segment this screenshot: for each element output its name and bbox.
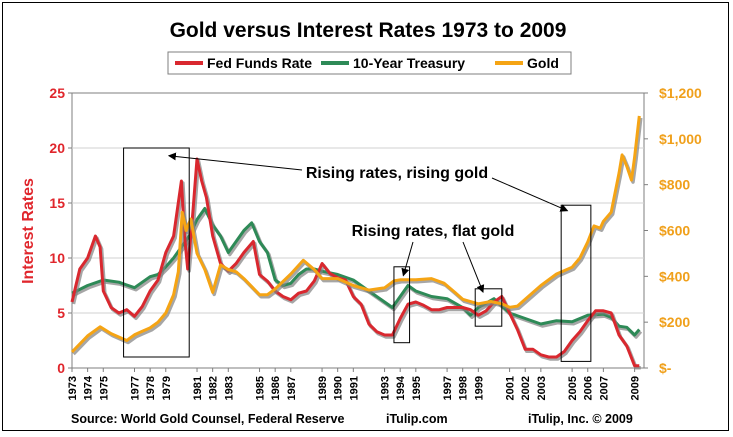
x-tick-label: 1983 bbox=[223, 376, 235, 400]
x-tick-label: 2006 bbox=[583, 376, 595, 400]
footer-copyright: iTulip, Inc. © 2009 bbox=[528, 412, 633, 426]
highlight-boxes bbox=[123, 147, 592, 362]
annotation-arrow bbox=[401, 241, 414, 277]
legend-label-10-year-treasury: 10-Year Treasury bbox=[353, 55, 465, 71]
x-tick-label: 1979 bbox=[161, 376, 173, 400]
x-tick-label: 1990 bbox=[333, 376, 345, 400]
highlight-box bbox=[123, 147, 190, 358]
x-tick-label: 1977 bbox=[130, 376, 142, 400]
right-tick-label: $400 bbox=[659, 268, 690, 284]
right-axis-ticks: $- $200 $400 $600 $800 $1,000 $1,200 bbox=[644, 85, 702, 376]
x-tick-label: 1982 bbox=[208, 376, 220, 400]
x-tick-label: 2007 bbox=[598, 376, 610, 400]
x-tick-label: 1998 bbox=[458, 376, 470, 400]
x-tick-label: 1974 bbox=[83, 375, 95, 400]
x-tick-label: 2002 bbox=[520, 376, 532, 400]
legend-label-fed-funds-rate: Fed Funds Rate bbox=[207, 55, 312, 71]
x-tick-label: 1994 bbox=[395, 375, 407, 400]
legend-label-gold: Gold bbox=[527, 55, 559, 71]
x-tick-label: 1987 bbox=[286, 376, 298, 400]
right-tick-label: $600 bbox=[659, 223, 690, 239]
highlight-box bbox=[474, 288, 503, 327]
y-axis-label: Interest Rates bbox=[20, 178, 37, 284]
x-tick-label: 1995 bbox=[411, 376, 423, 400]
x-tick-label: 1993 bbox=[380, 376, 392, 400]
annotation-flat-gold: Rising rates, flat gold bbox=[352, 223, 515, 240]
right-tick-label: $- bbox=[659, 360, 672, 376]
left-axis-ticks: 0 5 10 15 20 25 bbox=[49, 85, 72, 376]
chart-frame: Gold versus Interest Rates 1973 to 2009 … bbox=[2, 2, 729, 431]
x-tick-label: 1985 bbox=[255, 376, 267, 400]
right-tick-label: $1,000 bbox=[659, 131, 702, 147]
chart-title: Gold versus Interest Rates 1973 to 2009 bbox=[170, 19, 567, 42]
series-line-gold bbox=[70, 115, 641, 354]
x-tick-label: 1978 bbox=[145, 376, 157, 400]
left-tick-label: 10 bbox=[49, 250, 65, 266]
x-tick-label: 2001 bbox=[505, 376, 517, 400]
annotation-arrow bbox=[167, 152, 303, 171]
annotation-arrow bbox=[462, 241, 485, 294]
highlight-box bbox=[393, 266, 411, 344]
legend: Fed Funds Rate 10-Year Treasury Gold bbox=[167, 51, 572, 75]
x-axis-ticks: 1973 1974 1975 1977 1978 1979 1981 1982 1983 1985… bbox=[67, 368, 642, 400]
x-tick-label: 1973 bbox=[67, 376, 79, 400]
chart-svg: Gold versus Interest Rates 1973 to 2009 … bbox=[20, 19, 702, 426]
footer-site: iTulip.com bbox=[386, 412, 448, 426]
x-tick-label: 1989 bbox=[317, 376, 329, 400]
x-tick-label: 1991 bbox=[348, 376, 360, 400]
left-tick-label: 25 bbox=[49, 85, 65, 101]
series-layer bbox=[70, 115, 643, 370]
x-tick-label: 1997 bbox=[442, 376, 454, 400]
left-tick-label: 5 bbox=[57, 305, 65, 321]
left-tick-label: 20 bbox=[49, 140, 65, 156]
x-tick-label: 1986 bbox=[270, 376, 282, 400]
right-tick-label: $1,200 bbox=[659, 85, 702, 101]
x-tick-label: 1975 bbox=[98, 376, 110, 400]
left-tick-label: 15 bbox=[49, 195, 65, 211]
x-tick-label: 2003 bbox=[536, 376, 548, 400]
x-tick-label: 1981 bbox=[192, 376, 204, 400]
left-tick-label: 0 bbox=[57, 360, 65, 376]
legend-box bbox=[167, 51, 572, 75]
annotation-arrow bbox=[491, 177, 569, 212]
x-tick-label: 2009 bbox=[630, 376, 642, 400]
footer-source: Source: World Gold Counsel, Federal Rese… bbox=[71, 412, 344, 426]
x-tick-label: 1999 bbox=[473, 376, 485, 400]
highlight-box bbox=[560, 204, 592, 362]
x-tick-label: 2005 bbox=[567, 376, 579, 400]
annotation-rising-gold: Rising rates, rising gold bbox=[306, 165, 488, 182]
right-tick-label: $200 bbox=[659, 314, 690, 330]
right-tick-label: $800 bbox=[659, 177, 690, 193]
annotations: Rising rates, rising gold Rising rates, f… bbox=[167, 152, 569, 294]
